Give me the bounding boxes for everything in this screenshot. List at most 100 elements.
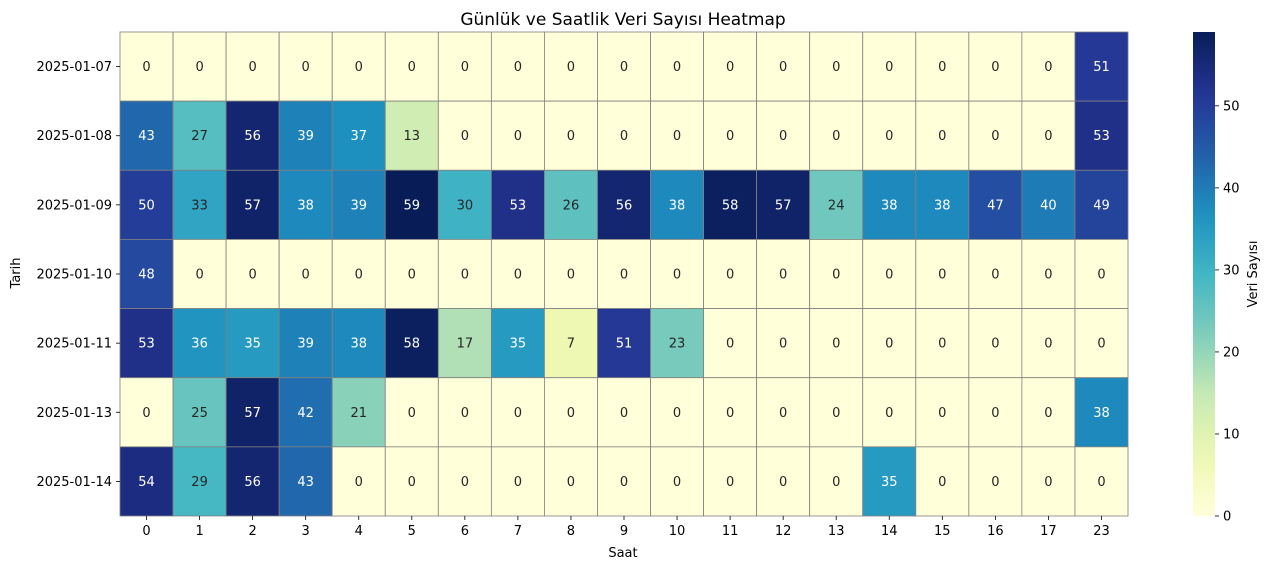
heatmap-cell [597,446,651,517]
heatmap-cell [225,308,280,379]
heatmap-cell [490,377,545,448]
heatmap-cell [756,169,811,240]
cell-value-label: 0 [885,337,893,352]
cell-value-label: 0 [673,129,681,144]
cell-value-label: 0 [673,268,681,283]
cell-value-label: 59 [404,198,421,213]
cell-value-label: 33 [191,198,208,213]
colorbar-tick-label: 40 [1223,181,1240,196]
heatmap-cell [915,169,970,240]
cell-value-label: 39 [297,337,314,352]
colorbar-tick-label: 20 [1223,345,1240,360]
colorbar-tick-label: 30 [1223,263,1240,278]
cell-value-label: 0 [248,60,256,75]
x-tick-label: 10 [669,524,686,539]
cell-value-label: 17 [457,337,474,352]
cell-value-label: 57 [244,198,261,213]
y-tick-label: 2025-01-09 [36,198,112,213]
heatmap-cell [650,308,704,379]
cell-value-label: 0 [991,475,999,490]
x-tick-label: 14 [881,524,898,539]
heatmap-cell [862,169,917,240]
cell-value-label: 0 [938,337,946,352]
colorbar-tick-label: 10 [1223,427,1240,442]
cell-value-label: 0 [620,475,628,490]
cell-value-label: 0 [673,60,681,75]
cell-value-label: 0 [1044,406,1052,421]
heatmap-cell [597,377,651,448]
cell-value-label: 0 [514,60,522,75]
cell-value-label: 0 [1097,337,1105,352]
cell-value-label: 0 [779,406,787,421]
y-tick-labels: 2025-01-07 2025-01-08 2025-01-09 2025-01-10… [36,60,120,490]
heatmap-cell [703,446,758,517]
x-tick-label: 9 [620,524,628,539]
heatmap-cell [278,239,333,309]
cell-value-label: 53 [1093,129,1110,144]
cell-value-label: 0 [1097,268,1105,283]
cell-value-label: 54 [138,475,155,490]
heatmap-cell [968,31,1023,102]
heatmap-cell [1021,239,1076,309]
cell-value-label: 0 [726,60,734,75]
cell-value-label: 38 [934,198,951,213]
heatmap-cell [278,31,333,102]
cell-value-label: 25 [191,406,208,421]
cell-value-label: 0 [991,60,999,75]
heatmap-cell [1021,31,1076,102]
cell-value-label: 51 [1093,60,1110,75]
cell-value-label: 0 [832,60,840,75]
cell-value-label: 0 [938,60,946,75]
cell-value-label: 38 [1093,406,1110,421]
cell-value-label: 0 [885,268,893,283]
x-tick-label: 8 [567,524,575,539]
cell-value-label: 38 [350,337,367,352]
heatmap-cell [1074,377,1129,448]
cell-value-label: 0 [195,60,203,75]
cell-value-label: 0 [779,129,787,144]
x-tick-label: 5 [408,524,416,539]
heatmap-cell [1074,446,1129,517]
heatmap-cell [1021,377,1076,448]
cell-value-label: 53 [510,198,527,213]
cell-value-label: 0 [832,475,840,490]
cell-value-label: 40 [1040,198,1057,213]
heatmap-cell [119,446,174,517]
cell-value-label: 39 [350,198,367,213]
cell-value-label: 0 [1044,129,1052,144]
cell-value-label: 0 [1097,475,1105,490]
cell-value-label: 0 [832,406,840,421]
heatmap-cell [437,169,492,240]
colorbar-ticks: 0 10 20 30 40 50 [1215,99,1240,525]
heatmap-cell [544,308,598,379]
cell-value-label: 0 [779,268,787,283]
cell-value-label: 0 [620,129,628,144]
heatmap-cell [968,169,1023,240]
cell-value-label: 0 [620,60,628,75]
cell-value-label: 0 [832,129,840,144]
y-tick-label: 2025-01-10 [36,268,112,283]
heatmap-cell [119,169,174,240]
colorbar-label: Veri Sayısı [1246,241,1261,308]
cell-value-label: 0 [514,129,522,144]
cell-value-label: 0 [885,60,893,75]
heatmap-cell [968,377,1023,448]
cell-value-label: 0 [938,406,946,421]
y-tick-label: 2025-01-11 [36,337,112,352]
cell-value-label: 0 [1044,475,1052,490]
x-tick-label: 17 [1040,524,1057,539]
heatmap-cell [1021,100,1076,171]
x-tick-label: 0 [142,524,150,539]
cell-value-label: 38 [297,198,314,213]
x-tick-label: 2 [248,524,256,539]
cell-value-label: 0 [885,406,893,421]
x-tick-labels: 0 1 2 3 4 5 6 7 8 9 10 11 12 13 14 15 16 17 23 [142,516,1110,539]
cell-value-label: 0 [938,475,946,490]
heatmap-cell [1074,308,1129,379]
heatmap-cell [384,100,439,171]
heatmap-cell [862,239,917,309]
cell-value-label: 0 [142,60,150,75]
heatmap-cell [278,169,333,240]
heatmap-cell [172,377,227,448]
heatmap-cell [490,31,545,102]
